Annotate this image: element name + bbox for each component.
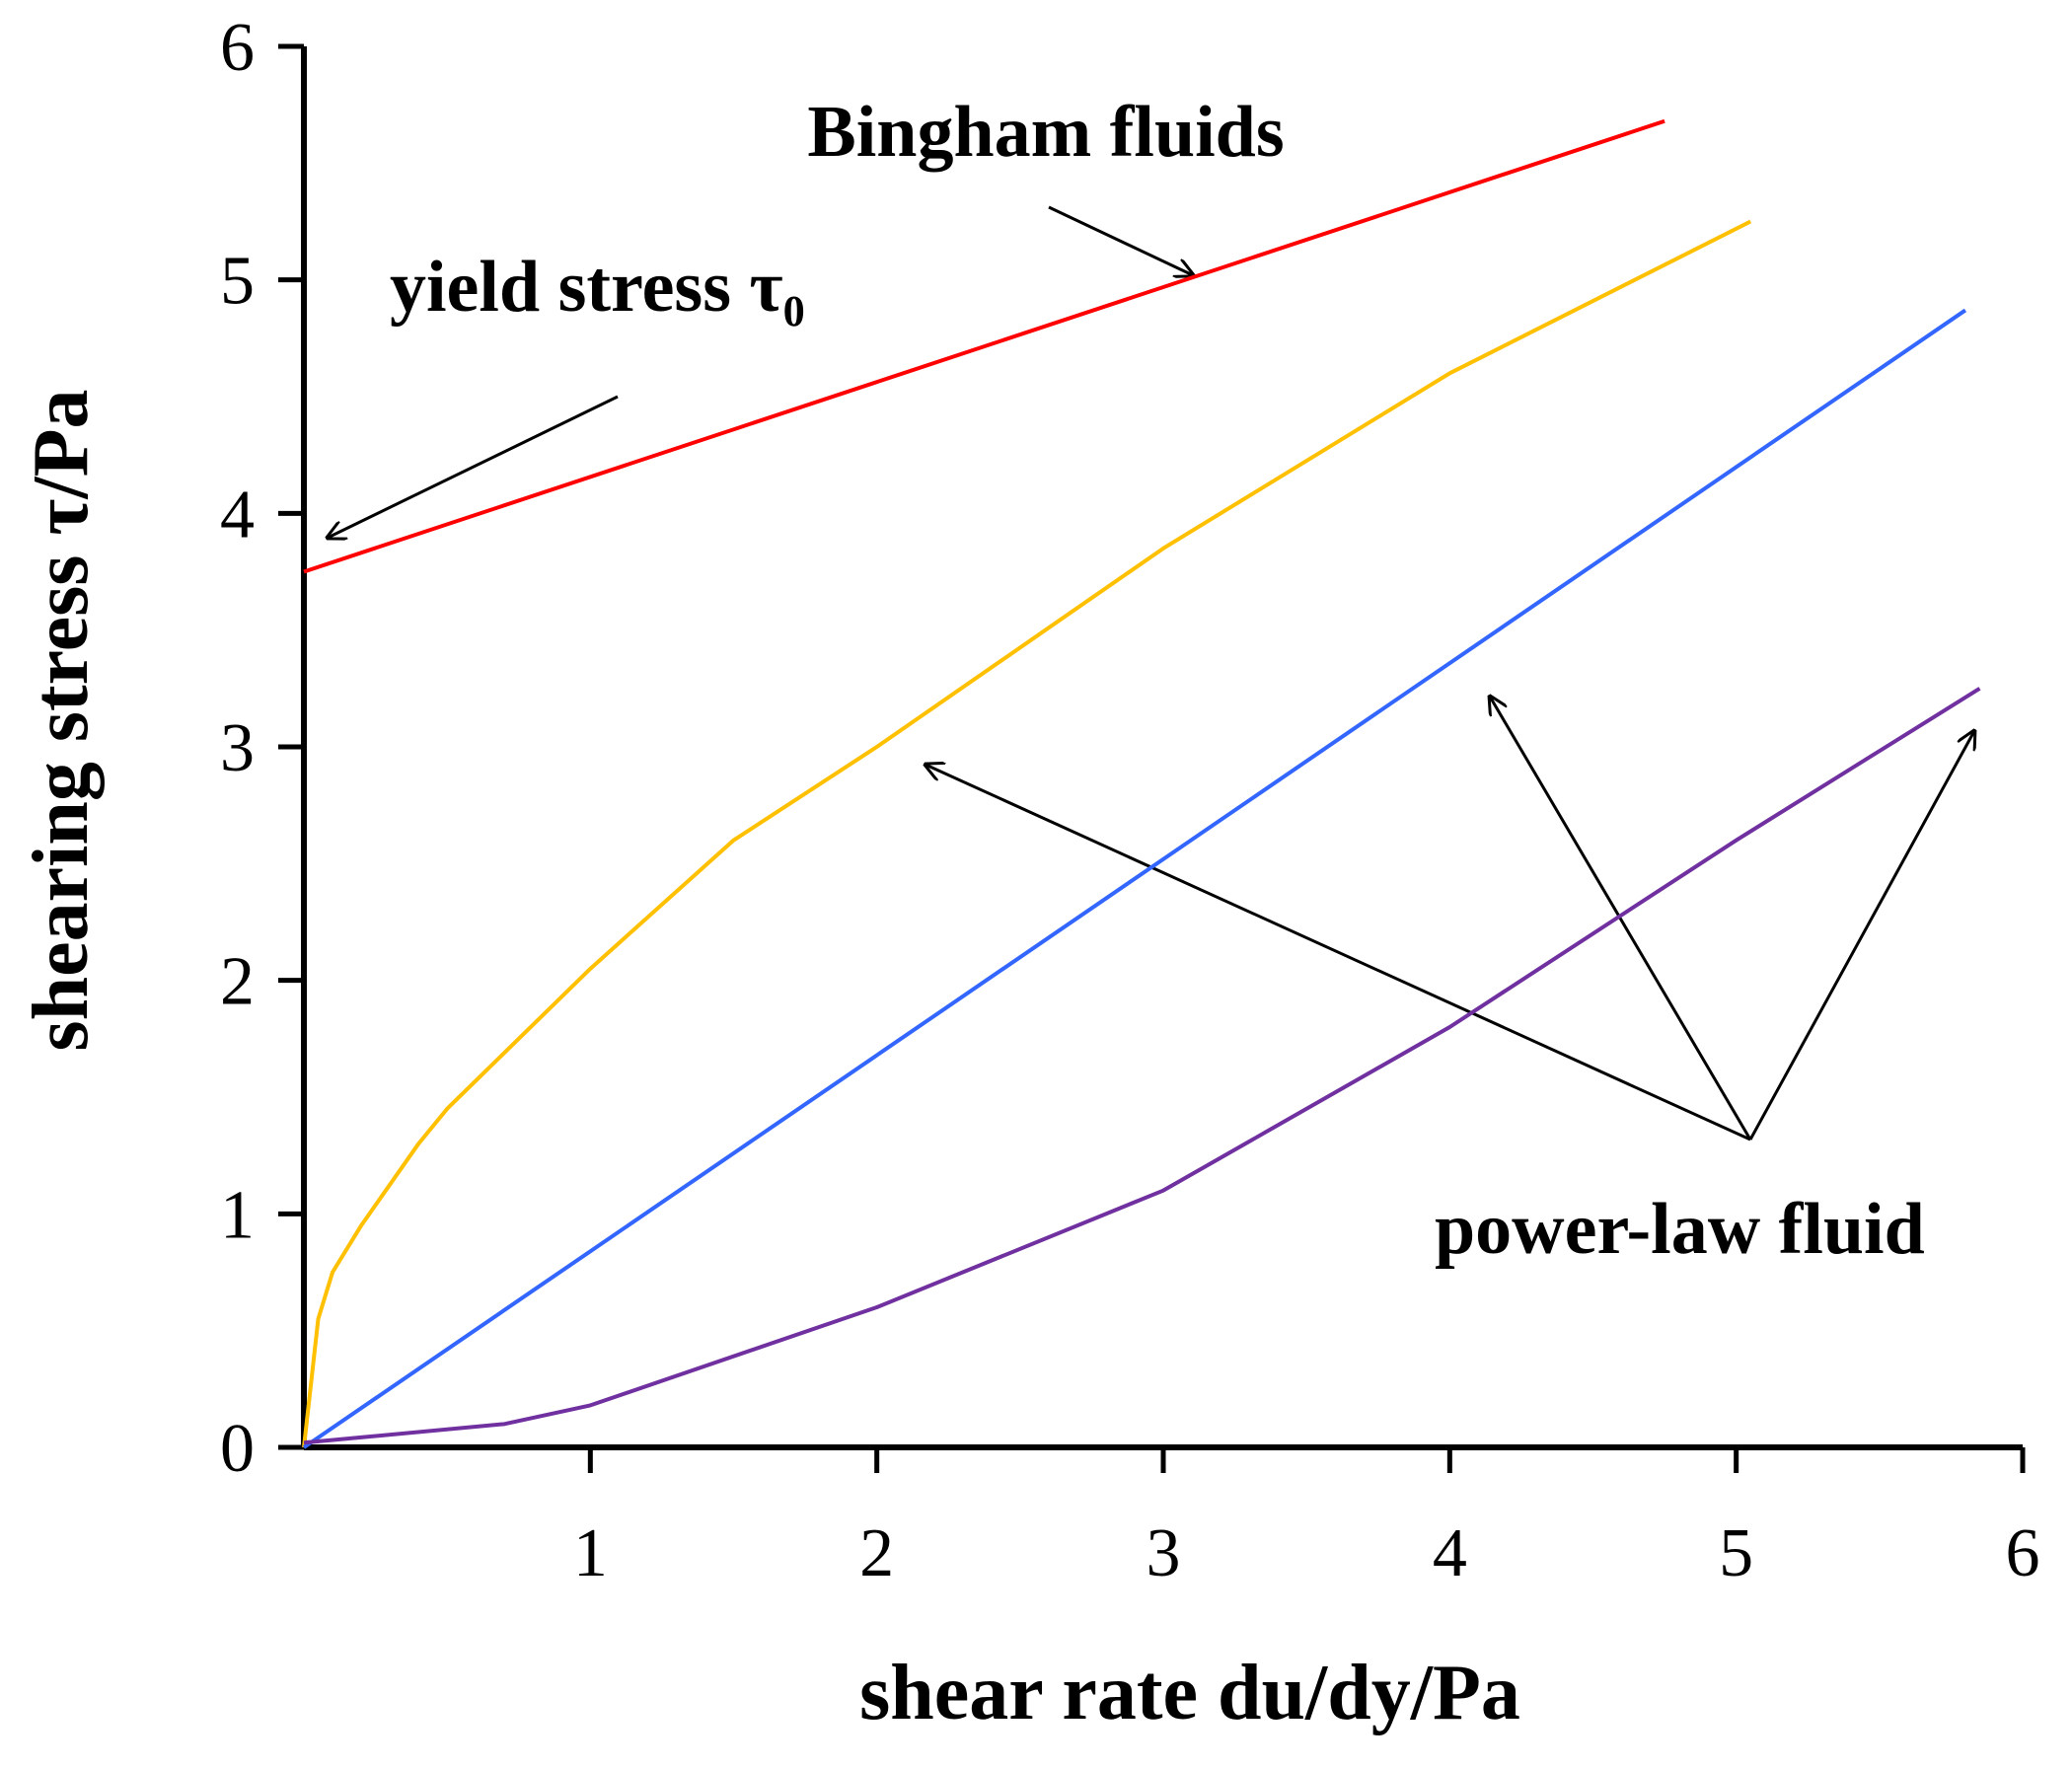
arrow xyxy=(328,395,619,538)
x-tick-label: 4 xyxy=(1433,1515,1467,1591)
line-series xyxy=(303,118,1665,574)
x-tick-label: 5 xyxy=(1719,1515,1753,1591)
arrow xyxy=(1048,205,1193,275)
x-axis-label: shear rate du/dy/Pa xyxy=(859,1650,1520,1736)
annotation: Bingham fluids xyxy=(807,92,1284,173)
x-tick-label: 3 xyxy=(1147,1515,1181,1591)
arrow xyxy=(925,765,1751,1142)
y-tick-label: 5 xyxy=(220,244,255,320)
y-tick-label: 1 xyxy=(220,1177,255,1253)
line-series xyxy=(302,308,1967,1449)
y-axis-label: shearing stress τ/Pa xyxy=(18,390,105,1052)
y-tick-label: 4 xyxy=(220,477,255,553)
y-tick-label: 3 xyxy=(220,710,255,786)
y-tick-label: 2 xyxy=(220,944,255,1020)
x-tick-label: 6 xyxy=(2006,1515,2040,1591)
line-series xyxy=(302,219,1752,1448)
x-tick-label: 2 xyxy=(859,1515,894,1591)
annotation: power-law fluid xyxy=(1435,1189,1925,1270)
line-series xyxy=(303,687,1981,1445)
arrow xyxy=(1748,731,1974,1141)
x-tick-label: 1 xyxy=(573,1515,608,1591)
annotation: yield stress τ₀ xyxy=(390,247,805,328)
y-tick-label: 0 xyxy=(220,1411,255,1487)
y-tick-label: 6 xyxy=(220,10,255,86)
